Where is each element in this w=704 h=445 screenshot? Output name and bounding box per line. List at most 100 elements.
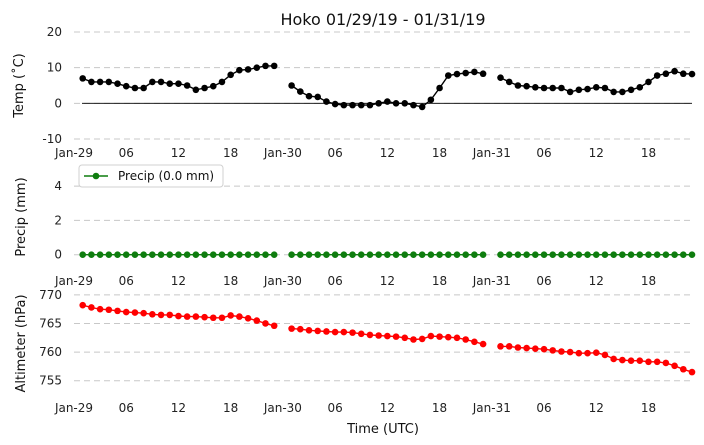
- precip-point: [645, 251, 652, 259]
- temp-y-tick-label: 0: [54, 96, 62, 110]
- precip-point: [471, 251, 478, 259]
- temp-point: [305, 92, 313, 100]
- temp-point: [375, 100, 382, 107]
- altimeter-y-tick-label: 755: [39, 374, 62, 388]
- precip-point: [149, 251, 156, 259]
- altimeter-y-tick-label: 765: [39, 316, 62, 330]
- altimeter-point: [183, 313, 191, 320]
- precip-point: [340, 251, 348, 259]
- altimeter-point: [610, 355, 617, 363]
- precip-point: [671, 251, 678, 259]
- altimeter-point: [253, 317, 261, 324]
- panel-precip: 0 2 4 Jan-29 06 12 18 Jan-30 06 12 18 Jan-31 06 12 18 P…: [14, 164, 696, 288]
- altimeter-point: [201, 313, 208, 321]
- temp-point: [436, 84, 443, 92]
- temp-point: [462, 69, 469, 77]
- temp-x-tick-label: 12: [589, 146, 604, 160]
- precip-y-axis-label: Precip (mm): [14, 177, 29, 256]
- altimeter-point: [619, 356, 626, 364]
- altimeter-point: [584, 349, 591, 357]
- precip-point: [201, 251, 208, 259]
- altimeter-point: [262, 320, 269, 327]
- precip-point: [366, 251, 374, 259]
- precip-point: [288, 251, 295, 259]
- altimeter-x-tick-label: 18: [641, 401, 656, 415]
- altimeter-point: [114, 307, 121, 315]
- precip-point: [558, 251, 565, 259]
- precip-point: [236, 251, 243, 259]
- altimeter-point: [192, 313, 200, 320]
- temp-point: [131, 84, 139, 92]
- temp-point: [662, 70, 670, 78]
- temp-point: [218, 78, 226, 86]
- precip-point: [209, 251, 217, 259]
- temp-point: [645, 78, 652, 86]
- precip-point: [96, 251, 104, 259]
- altimeter-point: [122, 308, 130, 316]
- precip-point: [584, 251, 591, 259]
- altimeter-point: [514, 344, 522, 351]
- altimeter-x-tick-label: Jan-29: [54, 401, 93, 415]
- legend-box: [78, 164, 224, 188]
- temp-point: [114, 80, 121, 88]
- chart-title: Hoko 01/29/19 - 01/31/19: [280, 10, 485, 29]
- precip-point: [166, 251, 174, 259]
- altimeter-point: [357, 330, 365, 338]
- altimeter-x-tick-label: 12: [171, 401, 186, 415]
- altimeter-point: [453, 334, 461, 342]
- altimeter-point: [175, 312, 182, 320]
- altimeter-point: [479, 340, 487, 348]
- altimeter-point: [444, 333, 452, 341]
- temp-point: [671, 67, 678, 75]
- temp-point: [175, 80, 182, 88]
- altimeter-x-tick-label: Jan-30: [263, 401, 302, 415]
- altimeter-point: [270, 322, 278, 330]
- precip-x-tick-label: 18: [223, 274, 238, 288]
- altimeter-point: [662, 359, 670, 367]
- precip-point: [227, 251, 234, 259]
- precip-point: [357, 251, 365, 259]
- temp-point: [636, 83, 644, 91]
- temp-x-tick-label: 18: [641, 146, 656, 160]
- altimeter-point: [88, 304, 95, 311]
- altimeter-point: [96, 305, 104, 313]
- altimeter-x-tick-label: 18: [432, 401, 447, 415]
- altimeter-point: [323, 328, 330, 335]
- precip-point: [444, 251, 452, 259]
- panel-temp: -10 0 10 20 Jan-29 06 12 18 Jan-30 06 12 18 Jan-31 06…: [11, 25, 696, 160]
- precip-point: [627, 251, 635, 259]
- precip-y-tick-label: 4: [54, 179, 62, 193]
- temp-point: [575, 86, 583, 94]
- temp-point: [331, 100, 339, 108]
- temp-point: [601, 84, 609, 92]
- temp-point: [79, 75, 87, 82]
- altimeter-y-axis-label: Altimeter (hPa): [14, 294, 29, 392]
- altimeter-x-tick-label: 06: [536, 401, 551, 415]
- altimeter-point: [627, 357, 635, 364]
- precip-point: [462, 251, 469, 259]
- temp-point: [523, 82, 530, 90]
- precip-point: [662, 251, 670, 259]
- altimeter-point: [558, 348, 565, 355]
- altimeter-point: [601, 351, 609, 359]
- temp-point: [497, 74, 504, 81]
- temp-point: [540, 84, 548, 92]
- legend-label: Precip (0.0 mm): [118, 169, 214, 183]
- precip-point: [114, 251, 121, 259]
- temp-point: [357, 101, 365, 109]
- temp-point: [584, 85, 591, 93]
- altimeter-point: [157, 311, 165, 319]
- precip-y-tick-label: 0: [54, 248, 62, 262]
- temp-point: [244, 66, 252, 73]
- x-axis-label: Time (UTC): [346, 422, 419, 437]
- temp-point: [679, 70, 687, 78]
- altimeter-point: [436, 333, 443, 340]
- temp-point: [96, 78, 104, 86]
- temp-point: [610, 88, 617, 96]
- altimeter-point: [566, 348, 574, 356]
- precip-x-tick-label: 06: [327, 274, 342, 288]
- temp-point: [453, 70, 461, 78]
- altimeter-point: [340, 328, 348, 336]
- temp-x-tick-label: 06: [536, 146, 551, 160]
